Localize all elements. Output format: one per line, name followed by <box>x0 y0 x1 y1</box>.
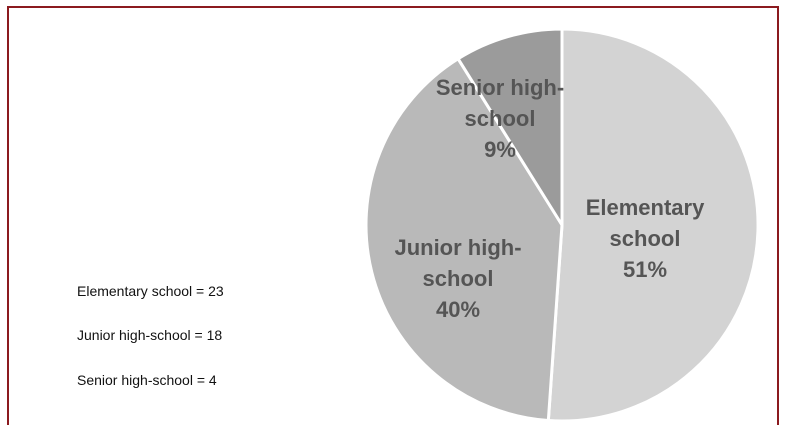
chart-frame <box>7 6 779 425</box>
pie-label-senior-high: Senior high-school 9% <box>436 75 564 162</box>
legend-elementary-count: Elementary school = 23 <box>77 283 224 299</box>
pie-slice-elementary <box>546 27 760 423</box>
legend-senior-high-count: Senior high-school = 4 <box>77 372 217 388</box>
pie-label-elementary: Elementary school 51% <box>586 195 705 282</box>
legend-junior-high-count: Junior high-school = 18 <box>77 327 223 343</box>
pie-labels: Elementary school 51% Junior high-school 40%… <box>394 75 705 322</box>
pie-slice-senior-high <box>456 27 564 227</box>
pie-label-junior-high: Junior high-school 40% <box>394 235 521 322</box>
pie-slices <box>364 27 760 423</box>
